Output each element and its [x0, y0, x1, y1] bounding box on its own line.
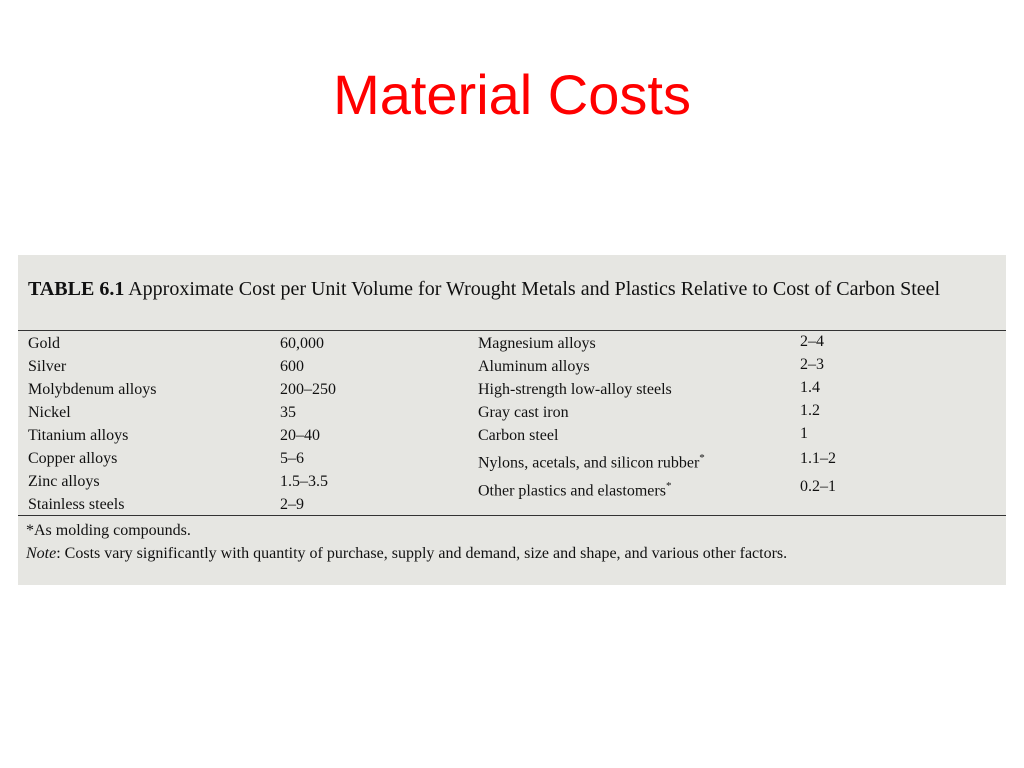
material-cost: 2–9	[280, 496, 304, 513]
material-name: Nylons, acetals, and silicon rubber*	[478, 452, 705, 472]
material-cost: 1.5–3.5	[280, 473, 328, 490]
material-cost: 1	[800, 425, 808, 442]
material-name-text: Other plastics and elastomers	[478, 482, 666, 500]
material-cost: 1.1–2	[800, 450, 836, 467]
footnote-marker: *	[699, 452, 705, 464]
table-image: TABLE 6.1 Approximate Cost per Unit Volu…	[18, 255, 1006, 585]
note-label: Note	[26, 545, 57, 562]
material-cost: 1.2	[800, 402, 820, 419]
table-caption: TABLE 6.1 Approximate Cost per Unit Volu…	[28, 275, 988, 303]
material-cost: 2–4	[800, 333, 824, 350]
material-name: Other plastics and elastomers*	[478, 480, 671, 500]
material-name-text: High-strength low-alloy steels	[478, 381, 672, 398]
material-name: Magnesium alloys	[478, 335, 596, 353]
material-cost: 2–3	[800, 356, 824, 373]
material-name: Nickel	[28, 404, 71, 421]
material-name: Stainless steels	[28, 496, 125, 513]
rule	[18, 515, 1006, 516]
material-name: Gray cast iron	[478, 404, 569, 422]
material-name: Aluminum alloys	[478, 358, 590, 376]
material-name-text: Carbon steel	[478, 427, 559, 444]
material-name-text: Aluminum alloys	[478, 358, 590, 375]
material-name: Carbon steel	[478, 427, 558, 445]
material-cost: 60,000	[280, 335, 324, 352]
caption-text: Approximate Cost per Unit Volume for Wro…	[128, 278, 941, 300]
footnote-marker: *	[665, 480, 672, 492]
material-name: Copper alloys	[28, 450, 118, 467]
caption-label: TABLE 6.1	[28, 278, 125, 300]
material-cost: 200–250	[280, 381, 336, 398]
material-name: Titanium alloys	[28, 427, 129, 444]
material-cost: 600	[280, 358, 304, 375]
material-name-text: Magnesium alloys	[478, 335, 596, 352]
material-name-text: Nylons, acetals, and silicon rubber	[478, 454, 700, 472]
material-cost: 1.4	[800, 379, 820, 396]
material-cost: 20–40	[280, 427, 320, 444]
material-name: Gold	[28, 335, 60, 352]
material-cost: 35	[280, 404, 296, 421]
material-cost: 5–6	[280, 450, 304, 467]
note-text: : Costs vary significantly with quantity…	[56, 545, 788, 562]
material-name: High-strength low-alloy steels	[478, 381, 672, 399]
slide-title: Material Costs	[333, 63, 691, 126]
material-cost: 0.2–1	[800, 478, 836, 495]
material-name-text: Gray cast iron	[478, 404, 569, 421]
material-name: Zinc alloys	[28, 473, 100, 490]
material-name: Silver	[28, 358, 67, 375]
rule	[18, 330, 1006, 331]
material-name: Molybdenum alloys	[28, 381, 157, 398]
footnote: *As molding compounds.	[26, 522, 191, 539]
note: Note: Costs vary significantly with quan…	[26, 545, 787, 563]
